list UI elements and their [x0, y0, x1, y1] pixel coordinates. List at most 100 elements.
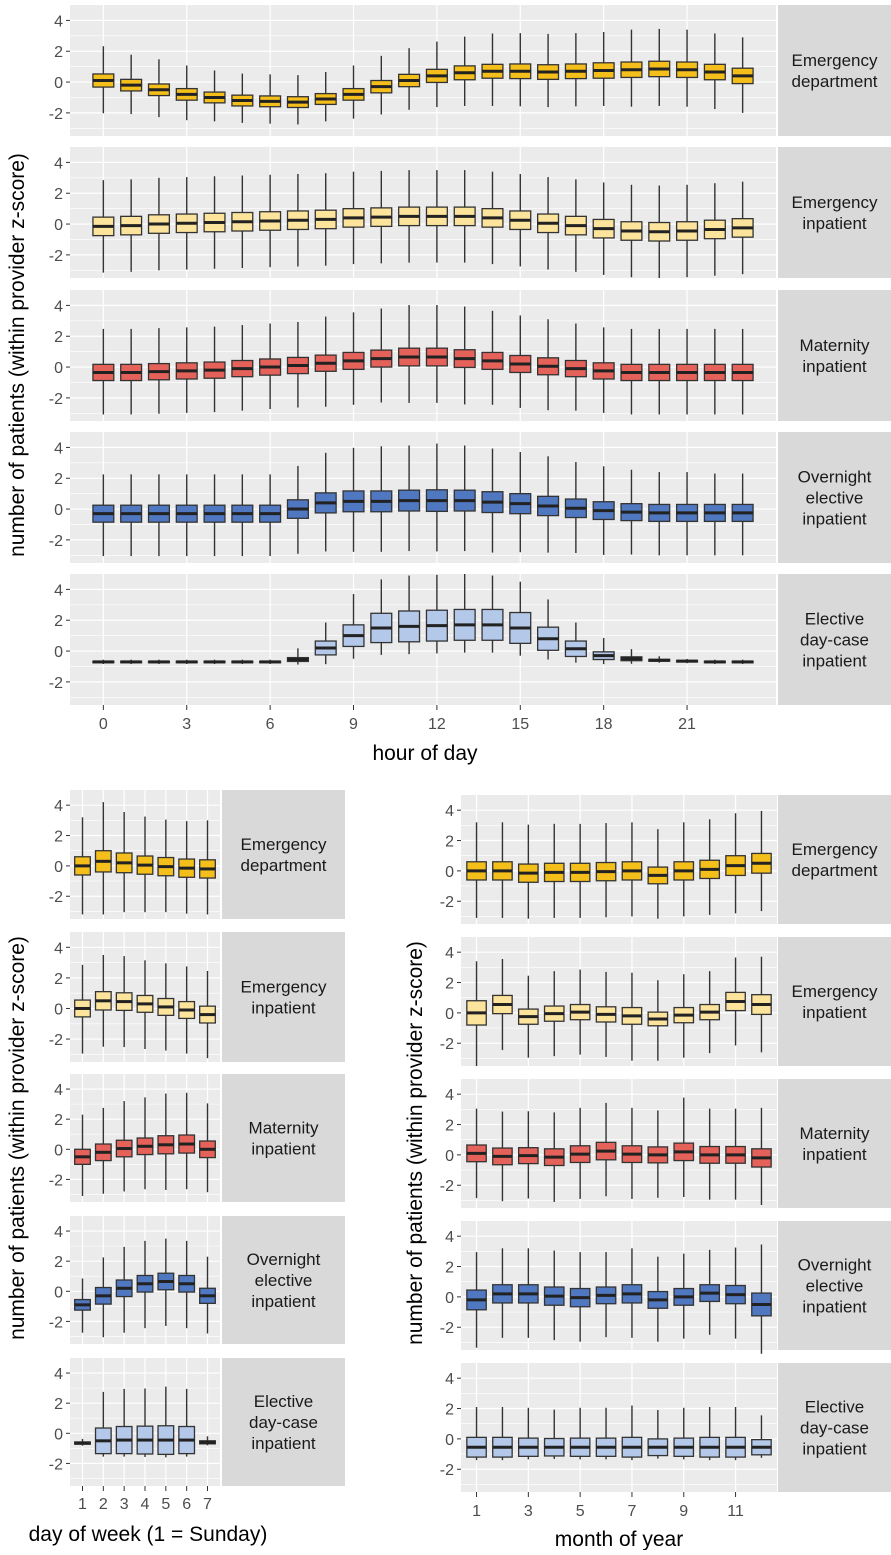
chart-hour: -2 0 2 4 Emergency department -2 0 2 4 Emergency in… — [6, 5, 891, 765]
y-axis-title: number of patients (within provider z-sc… — [6, 936, 29, 1340]
x-tick-label: 4 — [141, 1496, 150, 1513]
box — [592, 327, 615, 413]
box — [569, 1407, 591, 1460]
box — [543, 971, 565, 1057]
panel-month-4: -2 0 2 4 Elective day-case inpatient — [440, 1363, 891, 1492]
facet-strip-label: inpatient — [802, 510, 867, 529]
panel-hour-3: -2 0 2 4 Overnight elective inpatient — [49, 432, 891, 563]
facet-strip-label: Elective — [805, 1398, 865, 1417]
box — [370, 579, 393, 655]
box — [647, 1256, 669, 1342]
box — [259, 74, 282, 124]
box — [725, 1407, 746, 1461]
box — [517, 824, 539, 919]
box — [199, 1436, 216, 1446]
box — [453, 306, 476, 405]
panel-week-3: -2 0 2 4 Overnight elective inpatient — [49, 1216, 345, 1344]
box — [564, 179, 587, 272]
y-tick-label: 2 — [54, 1396, 63, 1413]
box — [115, 1246, 133, 1333]
box — [675, 184, 699, 278]
box — [492, 1248, 513, 1338]
box — [157, 1238, 175, 1326]
box — [398, 445, 421, 552]
x-axis-title: hour of day — [372, 742, 478, 765]
box — [675, 658, 699, 664]
box — [136, 1097, 154, 1190]
box — [453, 170, 476, 263]
box — [537, 319, 560, 411]
box — [74, 1438, 91, 1446]
y-tick-label: 4 — [54, 155, 63, 172]
facet-strip — [222, 1216, 345, 1344]
box — [398, 305, 421, 403]
box — [94, 1107, 112, 1194]
facet-strip-label: inpatient — [802, 214, 867, 233]
box — [751, 1415, 772, 1458]
box — [751, 810, 772, 912]
box — [286, 321, 309, 408]
panel-hour-0: -2 0 2 4 Emergency department — [49, 5, 891, 136]
box — [425, 574, 448, 654]
y-tick-label: 4 — [54, 1366, 63, 1383]
box — [621, 972, 643, 1061]
box — [592, 637, 615, 665]
box — [147, 474, 171, 557]
box — [286, 173, 309, 267]
box — [259, 323, 282, 410]
box — [509, 173, 532, 267]
box — [543, 1112, 565, 1202]
facet-strip — [778, 1221, 891, 1350]
box — [725, 1247, 746, 1339]
box — [453, 574, 476, 653]
box — [517, 1248, 539, 1338]
box — [569, 969, 591, 1055]
facet-strip-label: elective — [806, 1277, 864, 1296]
box — [648, 656, 671, 663]
y-tick-label: 2 — [445, 1260, 454, 1277]
box — [425, 443, 448, 552]
box — [481, 310, 504, 405]
facet-strip-label: Maternity — [800, 336, 870, 355]
facet-strip — [778, 147, 891, 278]
box — [509, 452, 532, 553]
y-tick-label: 4 — [54, 940, 63, 957]
box — [286, 465, 309, 554]
facet-strip — [222, 1074, 345, 1202]
x-tick-label: 1 — [78, 1496, 87, 1513]
box — [425, 305, 448, 403]
box — [92, 180, 115, 273]
box — [466, 1407, 487, 1461]
box — [703, 659, 726, 665]
box — [120, 54, 143, 115]
box — [120, 659, 143, 665]
facet-strip-label: day-case — [800, 1419, 869, 1438]
box — [564, 323, 587, 411]
box — [481, 448, 504, 553]
y-tick-label: 2 — [54, 44, 63, 61]
box — [492, 822, 513, 918]
box — [537, 599, 560, 660]
box — [620, 184, 643, 278]
box — [157, 1386, 175, 1458]
box — [157, 963, 175, 1051]
box — [203, 659, 226, 665]
box — [92, 474, 115, 557]
box — [699, 1407, 721, 1461]
box — [725, 957, 746, 1046]
box — [398, 170, 421, 263]
box — [94, 1257, 112, 1338]
box — [74, 1114, 91, 1196]
y-tick-label: 4 — [54, 1224, 63, 1241]
box — [731, 328, 754, 415]
facet-strip — [778, 574, 891, 705]
y-tick-label: -2 — [440, 1320, 454, 1337]
box — [537, 177, 560, 270]
box — [620, 469, 643, 555]
x-tick-label: 12 — [428, 716, 446, 733]
x-tick-label: 15 — [511, 716, 529, 733]
box — [620, 29, 643, 107]
facet-strip-label: day-case — [249, 1413, 318, 1432]
panel-background — [461, 1079, 777, 1208]
box — [564, 462, 587, 553]
